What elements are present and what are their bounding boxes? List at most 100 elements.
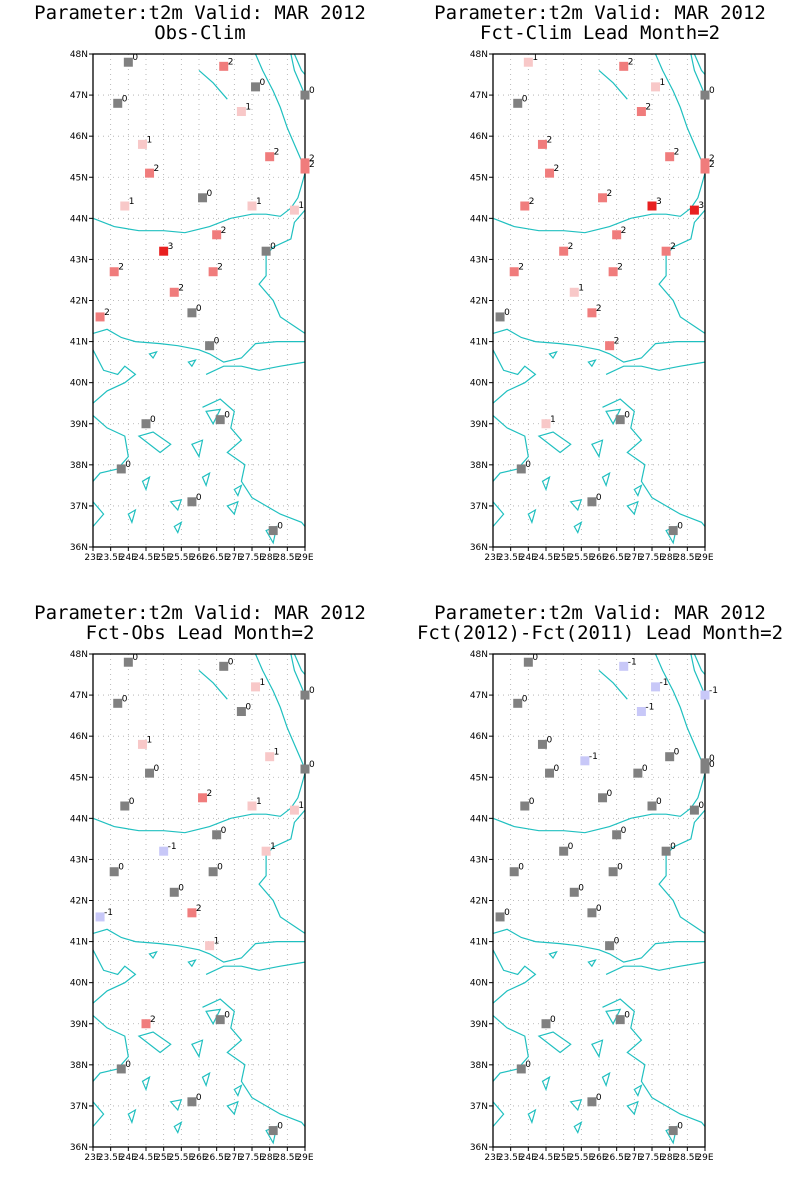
coastline: [658, 809, 706, 934]
station-marker: [208, 267, 218, 277]
station-value-label: 2: [709, 154, 715, 164]
station-marker: [123, 657, 133, 667]
lon-label: 26E: [190, 1153, 207, 1163]
lon-label: 29E: [696, 553, 713, 563]
lat-label: 42N: [470, 897, 488, 907]
coastline: [254, 653, 306, 770]
station-value-label: 0: [532, 653, 538, 663]
station-value-label: 0: [522, 694, 528, 704]
island-outline: [591, 439, 604, 459]
lat-label: 47N: [470, 91, 488, 101]
station-marker: [300, 690, 310, 700]
lon-label: 24.5E: [533, 553, 559, 563]
panel-title-line2: Fct-Clim Lead Month=2: [479, 22, 721, 44]
station-marker: [545, 768, 555, 778]
coastline: [690, 653, 706, 696]
panel-title-line2: Fct-Obs Lead Month=2: [85, 622, 315, 644]
station-value-label: 1: [260, 678, 266, 688]
station-marker: [636, 707, 646, 717]
station-marker: [651, 82, 661, 92]
station-value-label: 2: [118, 263, 124, 273]
lat-label: 40N: [70, 379, 88, 389]
lat-label: 45N: [70, 773, 88, 783]
station-marker: [615, 415, 625, 425]
station-marker: [145, 768, 155, 778]
lat-label: 40N: [470, 979, 488, 989]
lat-label: 47N: [70, 691, 88, 701]
station-marker: [212, 830, 222, 840]
station-value-label: 2: [670, 242, 676, 252]
coastline: [693, 653, 706, 675]
station-value-label: 0: [677, 1122, 683, 1132]
coastline: [205, 961, 306, 975]
station-marker: [615, 1015, 625, 1025]
station-value-label: 0: [309, 86, 315, 96]
station-value-label: 0: [217, 863, 223, 873]
station-marker: [700, 90, 710, 100]
station-value-label: 1: [214, 937, 220, 947]
coastline: [293, 653, 306, 675]
lat-label: 48N: [470, 650, 488, 660]
lat-label: 42N: [70, 897, 88, 907]
coastline: [492, 928, 705, 963]
lon-label: 28E: [261, 1153, 278, 1163]
station-value-label: 0: [525, 460, 531, 470]
station-value-label: 0: [150, 415, 156, 425]
station-value-label: 2: [628, 57, 634, 67]
lon-label: 25.5E: [168, 1153, 194, 1163]
station-marker: [661, 246, 671, 256]
station-value-label: 2: [621, 226, 627, 236]
lon-label: 29E: [296, 1153, 313, 1163]
lat-label: 37N: [470, 502, 488, 512]
station-marker: [668, 526, 678, 536]
panel-title-line2: Obs-Clim: [154, 22, 246, 44]
station-value-label: 3: [168, 242, 174, 252]
station-marker: [137, 739, 147, 749]
station-value-label: 2: [645, 103, 651, 113]
coastline: [492, 172, 706, 234]
island-outline: [226, 1100, 239, 1116]
coastline: [92, 415, 129, 482]
station-marker: [300, 164, 310, 174]
station-marker: [236, 707, 246, 717]
lat-label: 36N: [70, 1143, 88, 1153]
station-marker: [159, 246, 169, 256]
station-marker: [523, 57, 533, 67]
station-marker: [212, 230, 222, 240]
station-marker: [665, 752, 675, 762]
panel-title-line1: Parameter:t2m Valid: MAR 2012: [34, 2, 366, 24]
panel-fct-obs: Parameter:t2m Valid: MAR 2012 Fct-Obs Le…: [0, 600, 400, 1200]
coastline: [198, 69, 228, 100]
station-value-label: 1: [146, 735, 152, 745]
station-marker: [116, 1064, 126, 1074]
island-outline: [573, 1120, 583, 1135]
coastline: [602, 998, 706, 1127]
station-value-label: 0: [614, 937, 620, 947]
lon-label: 27E: [626, 1153, 643, 1163]
station-marker: [289, 205, 299, 215]
station-marker: [113, 98, 123, 108]
station-marker: [141, 1019, 151, 1029]
island-outline: [148, 950, 158, 960]
lat-label: 41N: [470, 938, 488, 948]
station-value-label: 0: [504, 908, 510, 918]
lat-label: 46N: [470, 732, 488, 742]
lon-label: 23E: [84, 553, 101, 563]
station-marker: [169, 287, 179, 297]
lon-label: 27.5E: [639, 553, 665, 563]
station-marker: [123, 57, 133, 67]
lon-label: 27.5E: [239, 553, 265, 563]
lat-label: 44N: [70, 814, 88, 824]
station-marker: [569, 287, 579, 297]
coastline: [205, 361, 306, 375]
station-marker: [587, 308, 597, 318]
lon-label: 23E: [484, 553, 501, 563]
lon-label: 23E: [84, 1153, 101, 1163]
station-marker: [651, 682, 661, 692]
coastline: [202, 998, 306, 1127]
station-marker: [300, 764, 310, 774]
station-marker: [208, 867, 218, 877]
station-value-label: 0: [554, 764, 560, 774]
station-marker: [109, 867, 119, 877]
island-outline: [169, 1099, 183, 1112]
